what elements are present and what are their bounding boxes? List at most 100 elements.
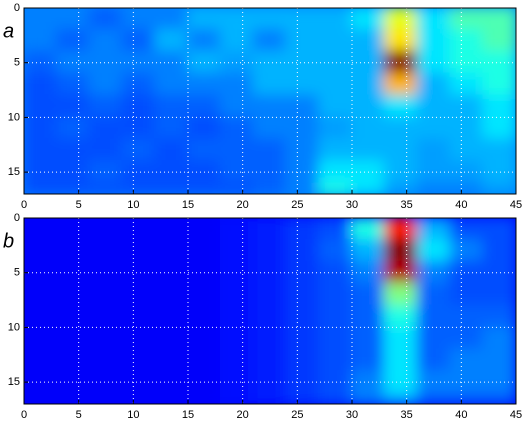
heatmap-cell: [55, 218, 91, 241]
heatmap-cell: [383, 282, 419, 307]
heatmap-cell: [219, 370, 255, 395]
heatmap-cell: [318, 260, 353, 285]
heatmap-cell: [154, 392, 189, 404]
heatmap-cell: [383, 72, 419, 97]
heatmap-cell: [219, 326, 255, 351]
heatmap-cell: [416, 348, 452, 373]
heatmap-cell: [24, 28, 58, 53]
heatmap-cell: [252, 348, 288, 373]
heatmap-cell: [252, 238, 288, 263]
heatmap-cell: [121, 28, 157, 53]
heatmap-cell: [88, 238, 124, 263]
heatmap-cell: [88, 160, 124, 185]
heatmap-cell: [416, 218, 452, 241]
heatmap-cell: [121, 218, 157, 241]
heatmap-cell: [482, 218, 516, 241]
heatmap-cell: [383, 348, 419, 373]
heatmap-cell: [88, 50, 124, 75]
heatmap-cell: [154, 260, 189, 285]
heatmap-cell: [416, 238, 452, 263]
heatmap-cell: [482, 116, 516, 141]
heatmap-cell: [449, 28, 485, 53]
axes-frame: [23, 7, 517, 195]
heatmap-cell: [154, 28, 189, 53]
heatmap-cell: [449, 218, 485, 241]
heatmap-cell: [482, 138, 516, 163]
heatmap-clip: [24, 218, 516, 404]
heatmap-cell: [449, 326, 485, 351]
heatmap-cell: [351, 28, 386, 53]
heatmap-cell: [24, 326, 58, 351]
heatmap-cell: [383, 392, 419, 404]
heatmap-cell: [24, 8, 58, 31]
heatmap-cell: [121, 326, 157, 351]
heatmap-cell: [252, 370, 288, 395]
heatmap-cell: [121, 182, 157, 194]
heatmap-clip: [24, 8, 516, 194]
heatmap-cell: [285, 392, 321, 404]
heatmap-cell: [482, 304, 516, 329]
heatmap-cell: [351, 138, 386, 163]
heatmap-cell: [24, 116, 58, 141]
heatmap-cell: [351, 392, 386, 404]
heatmap-cell: [121, 370, 157, 395]
heatmap-cell: [416, 282, 452, 307]
heatmap-cell: [285, 260, 321, 285]
x-tick-label: 35: [401, 199, 413, 211]
heatmap-cell: [482, 72, 516, 97]
heatmap-cell: [449, 392, 485, 404]
heatmap-cell: [482, 182, 516, 194]
heatmap-cell: [154, 304, 189, 329]
x-tick-label: 10: [127, 199, 139, 211]
heatmap-cell: [88, 392, 124, 404]
heatmap-cell: [416, 94, 452, 119]
heatmap-cell: [187, 116, 222, 141]
heatmap-cell: [24, 392, 58, 404]
heatmap-cell: [24, 182, 58, 194]
heatmap-cell: [318, 326, 353, 351]
heatmap-cell: [318, 238, 353, 263]
heatmap-cell: [351, 94, 386, 119]
heatmap-cell: [383, 326, 419, 351]
heatmap-cell: [449, 50, 485, 75]
heatmap-cell: [55, 28, 91, 53]
heatmap-cell: [219, 160, 255, 185]
heatmap-cell: [252, 50, 288, 75]
heatmap-cell: [416, 326, 452, 351]
x-tick-label: 10: [127, 409, 139, 421]
heatmap-cell: [416, 392, 452, 404]
heatmap-cell: [351, 304, 386, 329]
panel-label: b: [3, 230, 14, 252]
heatmap-cell: [219, 392, 255, 404]
heatmap-cell: [482, 348, 516, 373]
x-tick-label: 5: [76, 199, 82, 211]
x-tick-label: 20: [237, 409, 249, 421]
heatmap-cell: [219, 116, 255, 141]
heatmap-cell: [285, 304, 321, 329]
heatmap-cell: [154, 50, 189, 75]
heatmap-cell: [187, 326, 222, 351]
heatmap-cell: [318, 50, 353, 75]
heatmap-cell: [252, 182, 288, 194]
heatmap-cell: [55, 326, 91, 351]
heatmap-cell: [449, 238, 485, 263]
heatmap-cell: [121, 72, 157, 97]
heatmap: [24, 8, 516, 194]
heatmap-cell: [285, 138, 321, 163]
heatmap-cell: [187, 182, 222, 194]
heatmap-cell: [55, 8, 91, 31]
heatmap-cell: [219, 94, 255, 119]
heatmap-cell: [219, 218, 255, 241]
heatmap-cell: [154, 72, 189, 97]
heatmap-cell: [154, 138, 189, 163]
heatmap-cell: [154, 326, 189, 351]
heatmap: [24, 218, 516, 404]
y-tick-label: 15: [8, 166, 20, 178]
heatmap-cell: [219, 72, 255, 97]
heatmap-cell: [285, 116, 321, 141]
heatmap-cell: [121, 116, 157, 141]
heatmap-cell: [416, 370, 452, 395]
heatmap-cell: [482, 50, 516, 75]
heatmap-cell: [88, 72, 124, 97]
